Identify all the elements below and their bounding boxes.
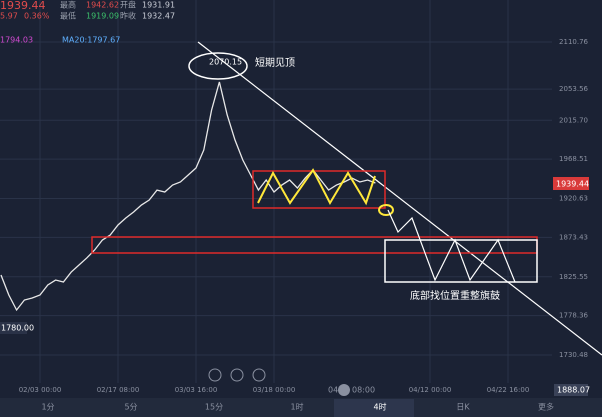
tab[interactable]: 1分 [41, 403, 54, 412]
cursor-label: 1888.07 [557, 386, 590, 395]
zigzag-white [387, 209, 516, 283]
tab[interactable]: 日K [456, 403, 470, 412]
tab[interactable]: 5分 [124, 403, 137, 412]
bottom-note: 底部找位置重整旗鼓 [410, 289, 500, 302]
play-button[interactable] [230, 368, 244, 382]
price: 1939.44 [0, 0, 46, 12]
ma20: MA20:1797.67 [62, 36, 120, 45]
prev: 1932.47 [142, 12, 175, 21]
tab[interactable]: 1时 [290, 402, 303, 412]
marker [378, 204, 394, 216]
x-tick-label: 03/18 00:00 [253, 386, 296, 394]
open: 1931.91 [142, 1, 175, 10]
high-label: 最高 [60, 0, 76, 10]
tab-selected [334, 399, 414, 417]
low-label: 1780.00 [1, 324, 34, 333]
peak-label: 2070.15 [209, 58, 242, 67]
next-button[interactable] [252, 368, 266, 382]
y-tick-label: 1825.55 [559, 273, 588, 281]
change: 5.97 [0, 12, 18, 21]
y-tick-label: 1920.63 [559, 195, 588, 203]
drawings [91, 41, 602, 356]
y-tick-label: 1968.51 [559, 155, 588, 163]
tab[interactable]: 15分 [205, 403, 223, 412]
y-tick-label: 1778.36 [559, 312, 588, 320]
high: 1942.62 [86, 1, 119, 10]
tabs: 1分 5分 15分 1时 4时 日K 更多 [41, 399, 554, 417]
y-tick-label: 2053.56 [559, 85, 588, 93]
cursor-icon[interactable] [338, 384, 350, 396]
range-box [252, 170, 386, 209]
trend-line [197, 41, 602, 356]
tab[interactable]: 4时 [373, 402, 386, 412]
zigzag-yellow [257, 168, 376, 206]
y-tick-label: 2110.76 [559, 38, 588, 46]
prev-label: 昨收 [120, 11, 136, 21]
last-tag [553, 177, 589, 190]
peak-ellipse [188, 52, 248, 80]
x-tick-label: 04/12 00:00 [409, 386, 452, 394]
cursor-tag [554, 384, 588, 396]
last-label: 1939.44 [556, 180, 589, 189]
ma-partial: 1794.03 [0, 36, 33, 45]
y-tick-label: 1873.43 [559, 233, 588, 241]
low: 1919.09 [86, 12, 119, 21]
x-tick-label: 04 [328, 386, 338, 395]
tab-bar [0, 398, 602, 417]
tab[interactable]: 更多 [538, 402, 554, 412]
open-label: 开盘 [120, 0, 136, 10]
peak-note: 短期见顶 [255, 56, 295, 69]
x-tick-label: 08:00 [352, 386, 375, 395]
x-tick-label: 04/22 16:00 [487, 386, 530, 394]
change-pct: 0.36% [24, 12, 50, 21]
x-tick-label: 03/03 16:00 [175, 386, 218, 394]
y-tick-label: 1730.48 [559, 351, 588, 359]
prev-button[interactable] [208, 368, 222, 382]
low-tag [0, 322, 27, 334]
target-box [384, 239, 538, 283]
low-label: 最低 [60, 11, 76, 21]
x-tick-label: 02/03 00:00 [19, 386, 62, 394]
playback [208, 368, 266, 382]
y-tick-label: 2015.70 [559, 116, 588, 124]
x-tick-label: 02/17 08:00 [97, 386, 140, 394]
